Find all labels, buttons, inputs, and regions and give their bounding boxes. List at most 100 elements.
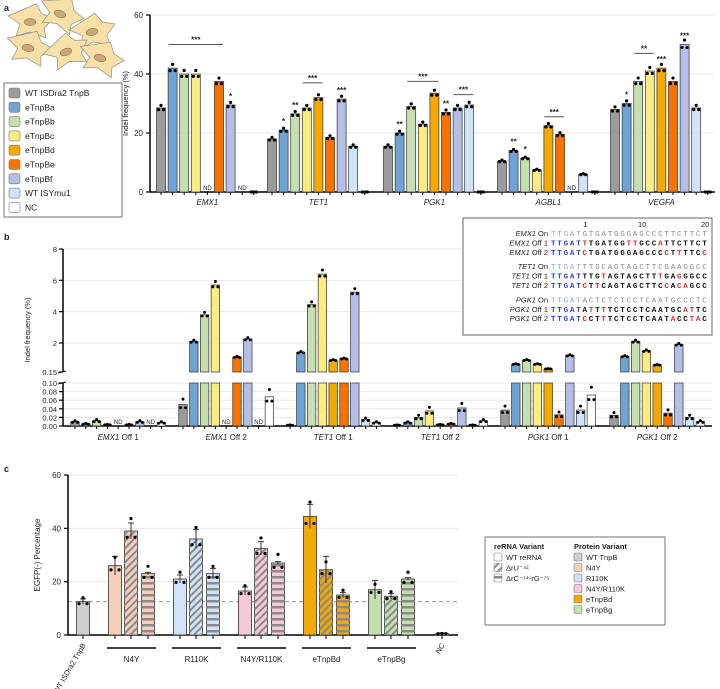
data-point (389, 590, 393, 594)
data-point (331, 358, 335, 362)
nucleotide: T (620, 307, 625, 315)
data-point (310, 300, 314, 304)
axis-break-mark (57, 370, 67, 374)
data-point (235, 354, 239, 358)
nucleotide: T (639, 316, 644, 324)
data-point (239, 592, 243, 596)
bar-lower-segment (511, 382, 521, 427)
nucleotide: C (702, 316, 707, 324)
data-point (679, 343, 683, 347)
nucleotide: T (664, 307, 669, 315)
panel-b: 0.000.020.040.060.080.10 0.15 2 4 6 8 Indel fr… (23, 217, 713, 442)
data-point (436, 423, 440, 427)
bar (190, 73, 201, 193)
data-point (95, 418, 99, 422)
nucleotide: C (652, 240, 657, 248)
nd-label: ND (146, 420, 155, 426)
data-point (85, 602, 89, 606)
y-tick-label: 0.04 (42, 405, 57, 414)
site-name: Off 2 (530, 281, 548, 290)
data-point (522, 359, 526, 363)
legend-swatch (573, 605, 583, 614)
legend-label: eTnpBe (25, 160, 55, 170)
legend-label: WT ISYmu1 (25, 188, 71, 198)
data-point (398, 423, 401, 427)
data-point (299, 350, 303, 354)
significance-marker: *** (657, 55, 667, 64)
data-point (468, 423, 472, 427)
data-point (555, 414, 558, 418)
nucleotide: C (627, 307, 632, 315)
nucleotide: T (620, 274, 625, 282)
data-point (581, 410, 585, 414)
y-tick-label: 0 (57, 631, 62, 640)
nucleotide: A (683, 283, 688, 291)
bar-group: N4Y/R110K (237, 536, 286, 664)
data-point (694, 103, 698, 108)
data-point (623, 354, 627, 358)
data-point (706, 190, 710, 194)
data-point (500, 158, 504, 162)
data-point (590, 190, 594, 194)
data-point (546, 122, 551, 126)
nucleotide: T (576, 240, 581, 248)
data-point (615, 109, 620, 113)
bar (394, 132, 405, 193)
data-point (516, 362, 520, 366)
significance-marker: *** (680, 32, 690, 41)
nucleotide: C (633, 297, 638, 305)
data-point (497, 160, 502, 164)
data-point (555, 134, 560, 138)
legend-label: eTnpBa (25, 102, 55, 112)
data-point (320, 571, 324, 576)
cell-nucleus (53, 9, 67, 19)
nucleotide: T (576, 297, 581, 305)
nucleotide: C (677, 307, 682, 315)
nucleotide: T (646, 274, 651, 282)
nucleotide: T (633, 240, 638, 248)
nucleotide: T (639, 297, 644, 305)
data-point (708, 190, 712, 194)
position-tick: 1 (583, 220, 587, 229)
nucleotide: T (620, 297, 625, 305)
nucleotide: A (570, 264, 575, 272)
bar (497, 160, 507, 193)
nd-label: ND (203, 186, 212, 192)
legend-swatch (8, 144, 21, 156)
data-point (233, 355, 236, 359)
sequence-label: EMX1 On (515, 229, 548, 238)
data-point (247, 592, 251, 596)
nucleotide: G (614, 264, 619, 272)
bar (348, 145, 359, 193)
bar-pattern (124, 531, 138, 635)
bar-group: PGK1 Off 1 (500, 353, 597, 442)
cell-nucleus (93, 54, 107, 62)
nucleotide: C (646, 316, 651, 324)
bar (167, 67, 178, 193)
legend: reRNA Variant Protein Variant WT reRNA ΔrU⁻… (484, 536, 666, 626)
bar-pattern (189, 539, 203, 635)
nucleotide: T (608, 240, 613, 248)
nucleotide: C (646, 240, 651, 248)
data-point (671, 76, 675, 80)
data-point (312, 304, 316, 308)
data-point (377, 421, 381, 425)
position-tick: 20 (701, 220, 709, 229)
data-point (388, 145, 393, 149)
legend-swatch (573, 594, 583, 604)
bar (200, 314, 210, 373)
significance-marker: ** (641, 44, 648, 53)
nucleotide: A (601, 231, 606, 239)
sequence-label: PGK1 On (516, 295, 548, 304)
data-point (324, 560, 328, 564)
legend-label: WT ISDra2 TnpB (25, 88, 90, 98)
data-point (593, 190, 597, 194)
data-point (286, 423, 289, 427)
group-label: EMX1 Off 1 (98, 433, 140, 442)
nucleotide: A (658, 297, 663, 305)
data-point (481, 190, 485, 194)
nucleotide: C (627, 316, 632, 324)
data-point (76, 420, 79, 424)
